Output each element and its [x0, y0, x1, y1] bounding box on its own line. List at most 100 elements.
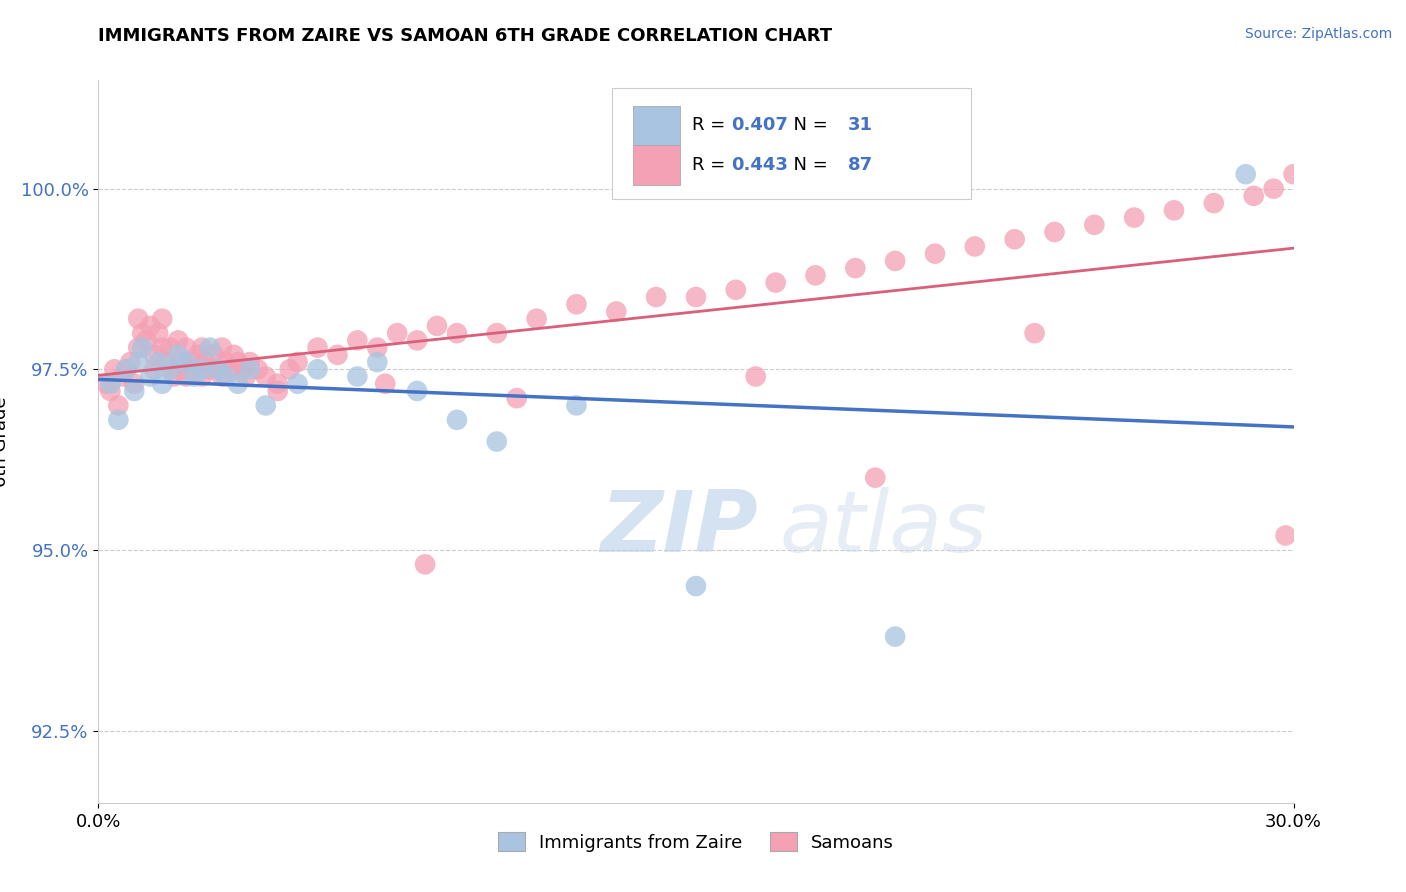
- Point: [1123, 211, 1146, 225]
- Point: [202, 348, 225, 362]
- Point: [685, 579, 707, 593]
- FancyBboxPatch shape: [633, 145, 681, 185]
- Point: [239, 355, 262, 369]
- Text: atlas: atlas: [779, 487, 987, 570]
- Point: [127, 341, 149, 355]
- Point: [159, 341, 181, 355]
- Point: [804, 268, 827, 283]
- Point: [326, 348, 349, 362]
- Point: [195, 355, 218, 369]
- Point: [219, 362, 242, 376]
- Point: [207, 362, 229, 376]
- Point: [254, 398, 277, 412]
- Point: [226, 376, 249, 391]
- Point: [346, 334, 368, 348]
- Point: [120, 355, 142, 369]
- Point: [215, 369, 238, 384]
- Point: [174, 369, 197, 384]
- Point: [150, 376, 173, 391]
- Point: [565, 297, 588, 311]
- Point: [215, 355, 238, 369]
- Point: [745, 369, 768, 384]
- Point: [148, 355, 170, 369]
- Point: [485, 434, 508, 449]
- Point: [506, 391, 529, 405]
- Text: 31: 31: [848, 117, 873, 135]
- Point: [107, 398, 129, 412]
- Point: [159, 362, 181, 376]
- Point: [150, 341, 173, 355]
- Point: [446, 413, 468, 427]
- Point: [115, 362, 138, 376]
- Point: [366, 355, 388, 369]
- Point: [174, 341, 197, 355]
- Point: [605, 304, 627, 318]
- Point: [211, 341, 233, 355]
- Point: [163, 369, 186, 384]
- Point: [884, 630, 907, 644]
- FancyBboxPatch shape: [633, 105, 681, 145]
- Point: [374, 376, 396, 391]
- Point: [191, 341, 214, 355]
- Point: [1274, 528, 1296, 542]
- Text: IMMIGRANTS FROM ZAIRE VS SAMOAN 6TH GRADE CORRELATION CHART: IMMIGRANTS FROM ZAIRE VS SAMOAN 6TH GRAD…: [98, 27, 832, 45]
- Point: [307, 341, 329, 355]
- Point: [124, 384, 146, 398]
- Point: [115, 362, 138, 376]
- Point: [187, 348, 209, 362]
- Point: [198, 341, 221, 355]
- Point: [287, 355, 309, 369]
- Point: [135, 334, 157, 348]
- Point: [172, 355, 194, 369]
- Text: R =: R =: [692, 156, 731, 174]
- Point: [198, 362, 221, 376]
- Point: [1024, 326, 1046, 341]
- Point: [127, 355, 149, 369]
- Point: [413, 558, 436, 572]
- Point: [235, 369, 257, 384]
- Point: [278, 362, 301, 376]
- Point: [191, 369, 214, 384]
- Point: [98, 376, 122, 391]
- Point: [191, 362, 214, 376]
- Point: [1043, 225, 1066, 239]
- Point: [167, 334, 190, 348]
- Point: [884, 253, 907, 268]
- Point: [724, 283, 747, 297]
- Point: [131, 326, 153, 341]
- Point: [287, 376, 309, 391]
- Point: [107, 413, 129, 427]
- Point: [1004, 232, 1026, 246]
- Point: [346, 369, 368, 384]
- Text: 87: 87: [848, 156, 873, 174]
- Point: [143, 362, 166, 376]
- Point: [1202, 196, 1225, 211]
- Point: [239, 362, 262, 376]
- Point: [565, 398, 588, 412]
- Point: [1282, 167, 1305, 181]
- Point: [267, 376, 290, 391]
- Point: [131, 341, 153, 355]
- Point: [148, 326, 170, 341]
- Point: [865, 471, 887, 485]
- Point: [183, 369, 205, 384]
- Point: [167, 362, 190, 376]
- Point: [267, 384, 290, 398]
- Text: R =: R =: [692, 117, 731, 135]
- Text: 0.407: 0.407: [731, 117, 787, 135]
- Legend: Immigrants from Zaire, Samoans: Immigrants from Zaire, Samoans: [491, 825, 901, 859]
- Point: [485, 326, 508, 341]
- Point: [1163, 203, 1185, 218]
- Point: [1243, 189, 1265, 203]
- Text: N =: N =: [782, 117, 834, 135]
- Point: [139, 318, 162, 333]
- Point: [526, 311, 548, 326]
- Point: [183, 355, 205, 369]
- Point: [765, 276, 787, 290]
- Point: [406, 334, 429, 348]
- Point: [124, 376, 146, 391]
- Point: [143, 348, 166, 362]
- Point: [103, 362, 125, 376]
- Point: [207, 362, 229, 376]
- Point: [246, 362, 269, 376]
